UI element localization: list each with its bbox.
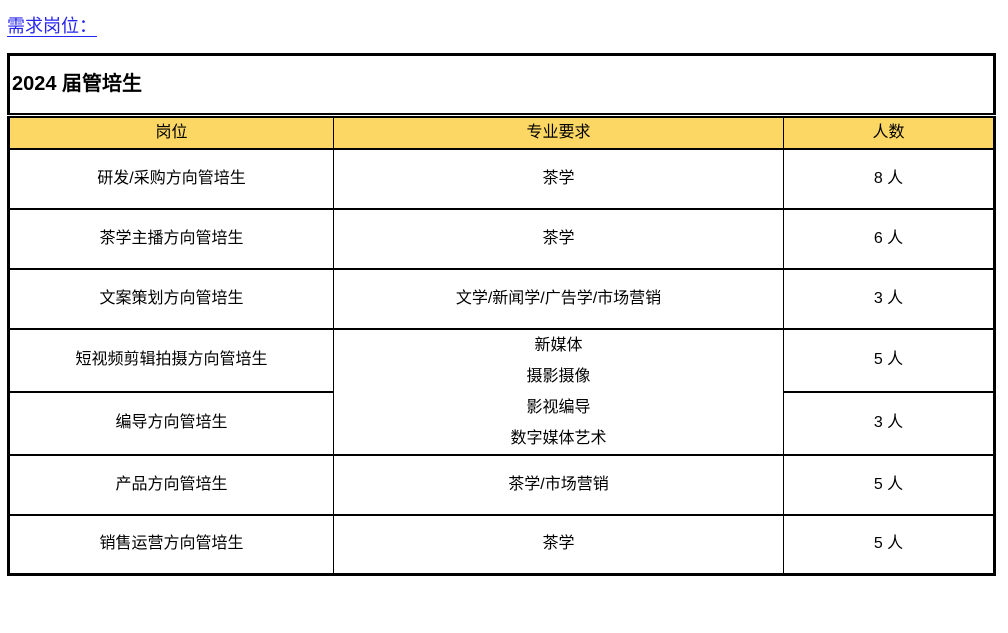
cell-position: 编导方向管培生 [8, 390, 334, 456]
cell-count: 8 人 [782, 147, 996, 210]
cell-major: 茶学 [333, 147, 784, 210]
cell-count: 5 人 [782, 327, 996, 393]
cell-count: 3 人 [782, 267, 996, 330]
cell-position: 研发/采购方向管培生 [8, 147, 334, 210]
table-header-row: 岗位 专业要求 人数 [8, 114, 996, 150]
cell-major: 茶学/市场营销 [333, 453, 784, 516]
cell-position: 短视频剪辑拍摄方向管培生 [8, 327, 334, 393]
table-row: 编导方向管培生 3 人 [8, 390, 996, 456]
col-header-position: 岗位 [8, 114, 334, 150]
major-line: 摄影摄像 [526, 367, 591, 385]
cell-position: 文案策划方向管培生 [8, 267, 334, 330]
table-row: 文案策划方向管培生 文学/新闻学/广告学/市场营销 3 人 [8, 267, 996, 330]
major-line: 影视编导 [526, 398, 591, 416]
cell-position: 销售运营方向管培生 [8, 513, 334, 576]
cell-major: 茶学 [333, 207, 784, 270]
major-line: 新媒体 [534, 336, 583, 354]
cell-count: 3 人 [782, 390, 996, 456]
cell-major: 文学/新闻学/广告学/市场营销 [333, 267, 784, 330]
table-row: 研发/采购方向管培生 茶学 8 人 [8, 147, 996, 210]
major-line: 数字媒体艺术 [510, 429, 607, 447]
table-row: 产品方向管培生 茶学/市场营销 5 人 [8, 453, 996, 516]
table-row: 茶学主播方向管培生 茶学 6 人 [8, 207, 996, 270]
cell-major-merged: 新媒体 摄影摄像 影视编导 数字媒体艺术 [333, 327, 784, 456]
col-header-count: 人数 [782, 114, 996, 150]
table-row: 销售运营方向管培生 茶学 5 人 [8, 513, 996, 576]
table-title-row: 2024 届管培生 [7, 53, 996, 118]
cell-major: 茶学 [333, 513, 784, 576]
jobs-table: 2024 届管培生 岗位 专业要求 人数 研发/采购方向管培生 茶学 8 人 茶… [7, 53, 997, 576]
table-row: 短视频剪辑拍摄方向管培生 新媒体 摄影摄像 影视编导 数字媒体艺术 5 人 [8, 327, 996, 456]
table-title: 2024 届管培生 [7, 53, 996, 118]
col-header-major: 专业要求 [333, 114, 784, 150]
cell-position: 产品方向管培生 [8, 453, 334, 516]
cell-count: 5 人 [782, 513, 996, 576]
cell-position: 茶学主播方向管培生 [8, 207, 334, 270]
cell-count: 6 人 [782, 207, 996, 270]
cell-count: 5 人 [782, 453, 996, 516]
section-heading: 需求岗位： [7, 16, 97, 36]
